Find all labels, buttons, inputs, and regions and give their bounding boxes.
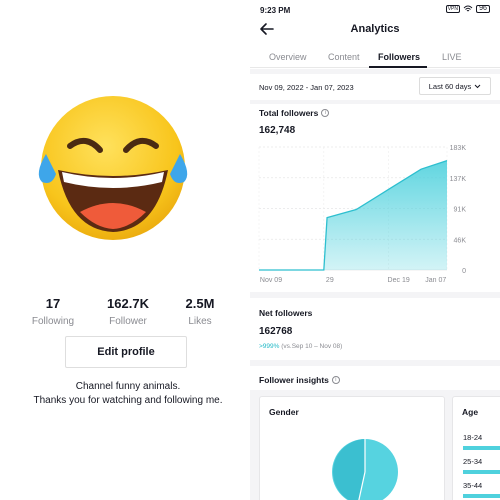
follower-insights-label: Follower insights xyxy=(259,375,329,385)
net-change-period: (vs.Sep 10 – Nov 08) xyxy=(281,343,343,350)
net-followers-value: 162768 xyxy=(259,326,293,337)
status-time: 9:23 PM xyxy=(260,6,291,15)
y-tick-label: 0 xyxy=(462,268,466,275)
age-bar-25-34 xyxy=(463,470,500,474)
range-dropdown[interactable]: Last 60 days xyxy=(419,77,491,95)
age-card[interactable]: Age 18-24 25-34 35-44 xyxy=(452,396,500,500)
gender-pie-chart xyxy=(332,439,398,500)
y-tick-label: 91K xyxy=(454,207,467,214)
active-tab-indicator xyxy=(369,66,427,68)
divider xyxy=(250,69,500,74)
following-label: Following xyxy=(31,316,75,327)
x-tick-label: Dec 19 xyxy=(388,277,410,284)
age-bar-18-24 xyxy=(463,446,500,450)
analytics-tabs: Overview Content Followers LIVE xyxy=(250,46,500,68)
pie-divider xyxy=(358,471,366,500)
x-tick-label: Jan 07 xyxy=(425,277,446,284)
stat-following[interactable]: 17 Following xyxy=(0,296,106,327)
age-row-25-34: 25-34 xyxy=(463,457,483,466)
net-followers-title: Net followers xyxy=(259,308,312,318)
page-title: Analytics xyxy=(350,23,400,35)
total-followers-label: Total followers xyxy=(259,108,319,118)
follower-label: Follower xyxy=(109,316,147,327)
vpn-badge: VPN xyxy=(445,5,460,13)
y-tick-label: 183K xyxy=(450,145,467,152)
age-title: Age xyxy=(462,407,479,417)
profile-bio: Channel funny animals. Thanks you for wa… xyxy=(0,380,256,408)
tab-followers[interactable]: Followers xyxy=(378,52,421,62)
gender-card[interactable]: Gender xyxy=(259,396,445,500)
stat-likes[interactable]: 2.5M Likes xyxy=(150,296,250,327)
bio-line-1: Channel funny animals. xyxy=(75,381,181,392)
followers-chart: 0 46K 91K 137K 183K Nov 09 29 Dec 19 Jan 07 xyxy=(258,145,467,284)
followers-area xyxy=(259,160,447,270)
net-change-percent: >999% xyxy=(259,343,280,350)
net-followers-label: Net followers xyxy=(259,308,313,318)
divider xyxy=(250,100,500,104)
info-icon[interactable]: i xyxy=(321,109,330,117)
date-range-text: Nov 09, 2022 - Jan 07, 2023 xyxy=(259,83,354,92)
y-tick-label: 137K xyxy=(450,176,467,183)
tab-overview[interactable]: Overview xyxy=(269,52,307,62)
follower-insights-title: Follower insights i xyxy=(259,375,340,385)
status-bar: 9:23 PM VPN 96 xyxy=(250,0,500,20)
status-icons: VPN 96 xyxy=(445,5,490,13)
profile-stats: 17 Following 162.7K Follower 2.5M Likes xyxy=(0,296,250,327)
age-bar-35-44 xyxy=(463,494,500,498)
analytics-panel: 9:23 PM VPN 96 Analytics Overview Conten… xyxy=(250,0,500,500)
wifi-icon xyxy=(463,5,473,12)
tab-content[interactable]: Content xyxy=(328,52,360,62)
divider xyxy=(250,292,500,298)
likes-count: 2.5M xyxy=(185,296,215,311)
total-followers-title: Total followers i xyxy=(259,108,330,118)
date-range-row: Nov 09, 2022 - Jan 07, 2023 Last 60 days xyxy=(250,74,500,100)
stat-follower[interactable]: 162.7K Follower xyxy=(106,296,150,327)
x-tick-label: 29 xyxy=(326,277,334,284)
edit-profile-button[interactable]: Edit profile xyxy=(65,336,187,368)
following-count: 17 xyxy=(45,296,61,311)
pie-slice-2 xyxy=(333,439,365,500)
age-row-18-24: 18-24 xyxy=(463,433,483,442)
divider xyxy=(250,360,500,366)
net-change: >999% (vs.Sep 10 – Nov 08) xyxy=(259,343,342,350)
bio-line-2: Thanks you for watching and following me… xyxy=(33,395,223,406)
age-row-35-44: 35-44 xyxy=(463,481,483,490)
tab-live[interactable]: LIVE xyxy=(442,52,462,62)
info-icon[interactable]: i xyxy=(331,376,340,384)
profile-panel: 17 Following 162.7K Follower 2.5M Likes … xyxy=(0,90,250,406)
gender-title: Gender xyxy=(269,407,299,417)
laughing-emoji-avatar[interactable] xyxy=(28,90,198,250)
app-bar: Analytics xyxy=(250,18,500,42)
back-arrow-icon[interactable] xyxy=(258,20,276,38)
x-tick-label: Nov 09 xyxy=(260,277,282,284)
likes-label: Likes xyxy=(188,316,212,327)
chevron-down-icon xyxy=(474,84,481,88)
follower-count: 162.7K xyxy=(107,296,149,311)
battery-icon: 96 xyxy=(476,5,490,13)
total-followers-value: 162,748 xyxy=(259,125,296,136)
range-dropdown-label: Last 60 days xyxy=(428,81,472,91)
y-tick-label: 46K xyxy=(454,237,467,244)
